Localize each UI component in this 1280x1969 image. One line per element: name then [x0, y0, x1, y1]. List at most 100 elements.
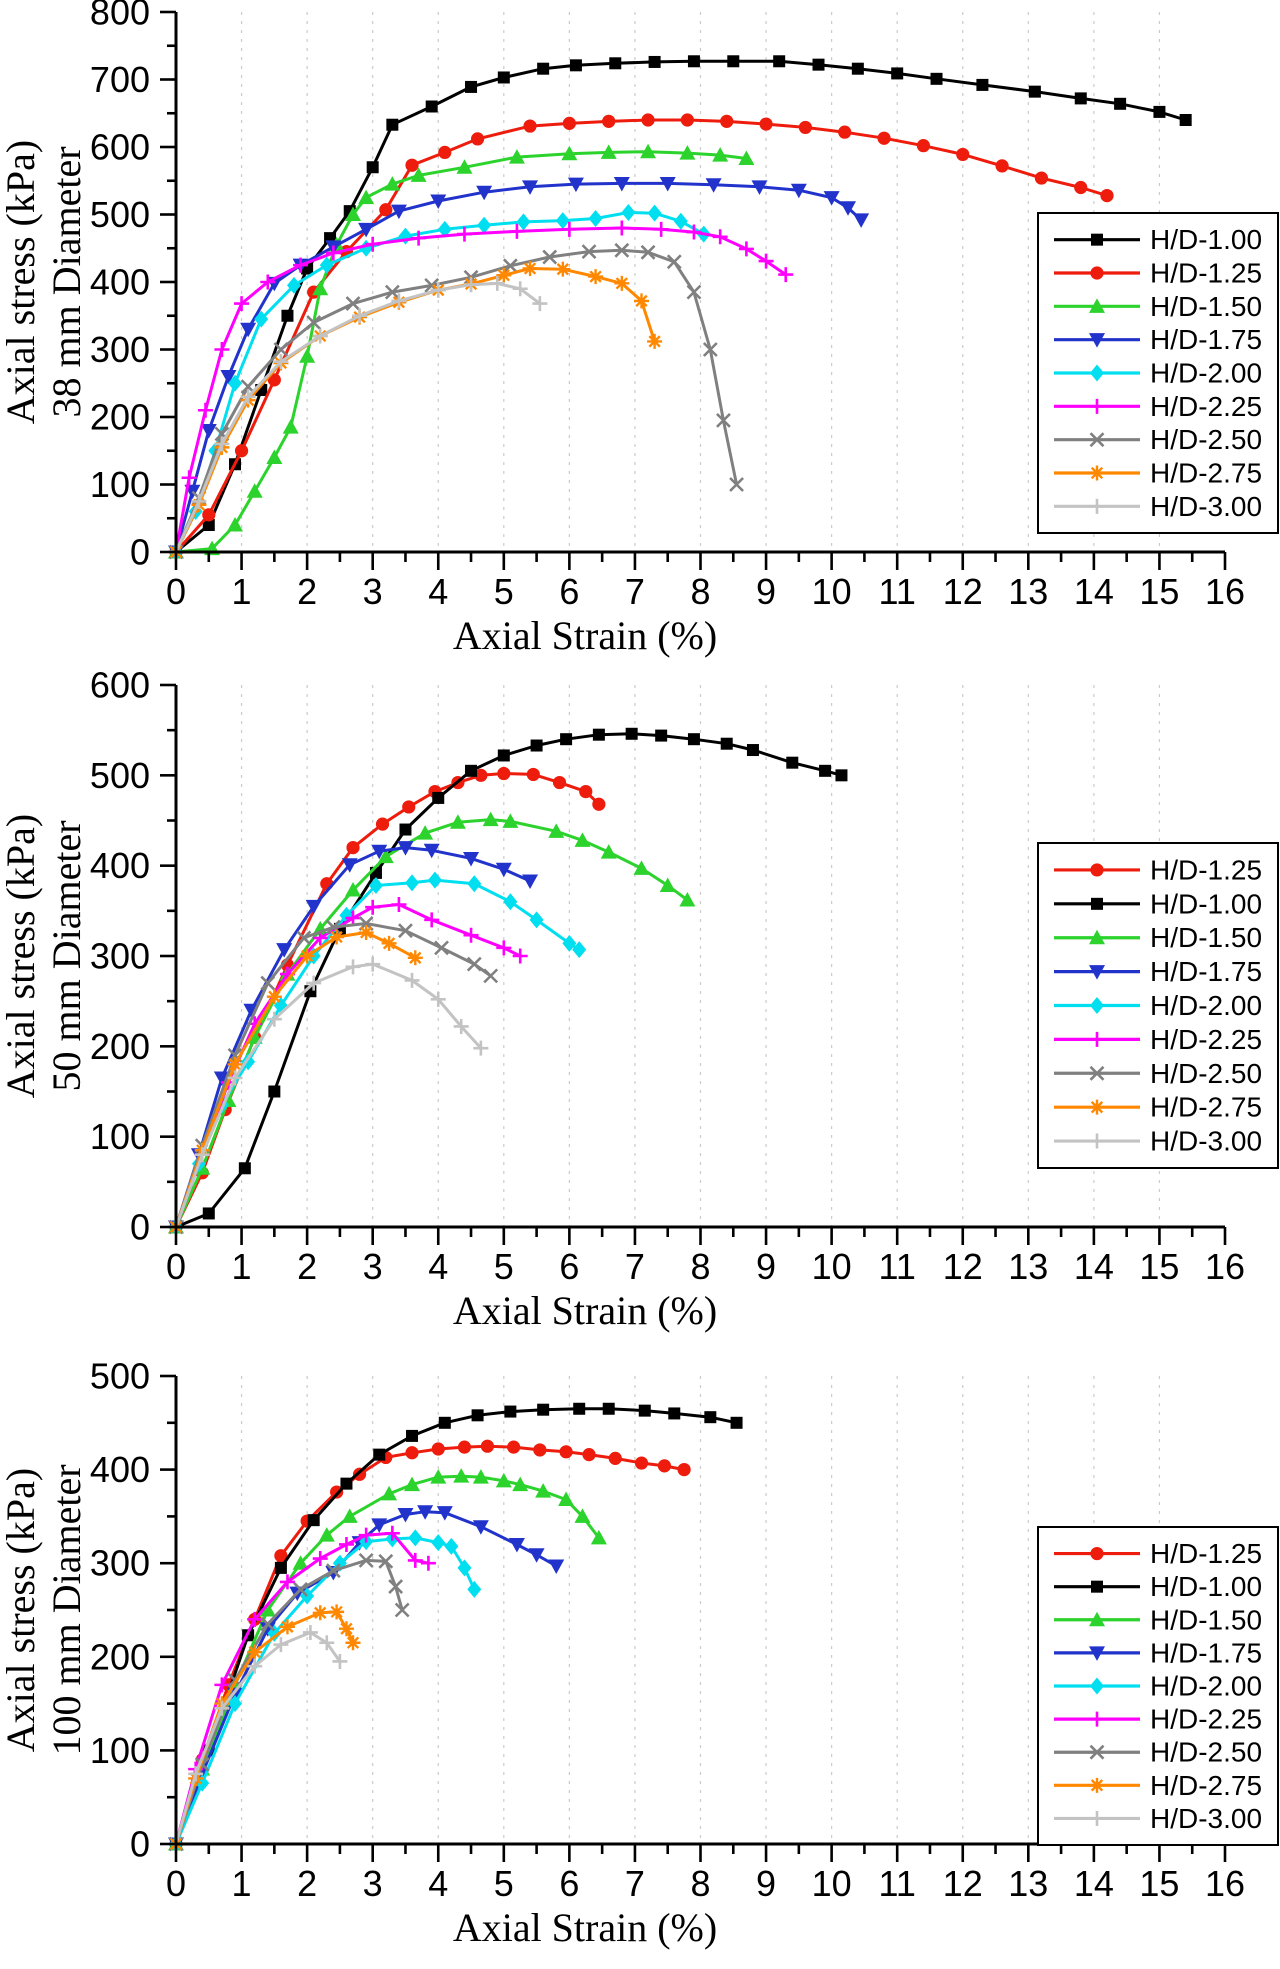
- series-marker: [312, 328, 328, 344]
- series-line-H/D-2.75: [174, 267, 657, 554]
- series-marker: [420, 1555, 436, 1571]
- series-marker: [279, 1619, 295, 1635]
- x-tick-label: 7: [625, 571, 645, 612]
- series-marker: [406, 1429, 419, 1442]
- series-marker: [496, 267, 512, 283]
- y-tick-label: 500: [90, 194, 150, 235]
- x-tick-label: 5: [494, 1246, 514, 1287]
- series-marker: [1089, 1065, 1105, 1081]
- series-marker: [573, 1402, 586, 1415]
- y-tick-label: 600: [90, 665, 150, 706]
- legend-item: H/D-2.25: [1054, 1704, 1262, 1735]
- series-marker: [463, 927, 479, 943]
- series-marker: [375, 817, 390, 831]
- y-tick-label: 0: [130, 1207, 150, 1248]
- series-marker: [1089, 1646, 1105, 1661]
- series-marker: [325, 245, 341, 261]
- series-marker: [720, 737, 733, 750]
- series-marker: [266, 449, 283, 464]
- series-marker: [621, 203, 636, 221]
- series-marker: [437, 220, 452, 238]
- x-tick-label: 4: [428, 1246, 448, 1287]
- series-H/D-2.25: [168, 897, 528, 1235]
- legend: H/D-1.00H/D-1.25H/D-1.50H/D-1.75H/D-2.00…: [1037, 212, 1279, 534]
- series-marker: [640, 143, 657, 159]
- legend-item: H/D-1.00: [1054, 1571, 1262, 1602]
- x-tick-label: 13: [1008, 1863, 1048, 1904]
- series-markers-H/D-3.00: [168, 1624, 348, 1852]
- series-markers-H/D-1.50: [168, 143, 755, 559]
- series-marker: [399, 823, 412, 836]
- series-marker: [851, 62, 864, 75]
- legend-item: H/D-2.75: [1054, 458, 1262, 489]
- series-marker: [522, 261, 538, 276]
- series-marker: [188, 1766, 204, 1782]
- series-marker: [358, 1552, 374, 1568]
- series-line-H/D-1.50: [174, 150, 748, 554]
- series-marker: [497, 71, 510, 84]
- y-tick-label: 400: [90, 1449, 150, 1490]
- series-marker: [614, 220, 630, 236]
- series-marker: [512, 281, 528, 297]
- series-marker: [548, 823, 565, 838]
- series-marker: [561, 221, 577, 237]
- series-marker: [273, 1637, 289, 1653]
- y-tick-label: 700: [90, 59, 150, 100]
- series-marker: [1089, 1810, 1105, 1826]
- series-line-H/D-1.00: [174, 732, 843, 1229]
- series-H/D-3.00: [168, 1624, 348, 1852]
- x-tick-label: 16: [1205, 571, 1245, 612]
- x-tick-label: 9: [756, 1246, 776, 1287]
- series-markers-H/D-1.75: [168, 841, 539, 1235]
- series-marker: [430, 194, 447, 209]
- series-marker: [840, 201, 857, 216]
- series-marker: [457, 1559, 472, 1577]
- series-marker: [338, 1621, 354, 1637]
- y-tick-label: 200: [90, 397, 150, 438]
- series-marker: [659, 176, 676, 192]
- series-marker: [438, 145, 452, 159]
- x-tick-label: 12: [943, 1863, 983, 1904]
- series-marker: [720, 114, 734, 128]
- series-marker: [466, 956, 482, 972]
- series-H/D-1.75: [168, 841, 539, 1235]
- series-marker: [427, 871, 442, 889]
- series-marker: [633, 860, 650, 875]
- legend-label: H/D-1.50: [1150, 1604, 1262, 1635]
- x-tick-label: 13: [1008, 1246, 1048, 1287]
- series-marker: [463, 277, 479, 293]
- series-marker: [730, 1416, 743, 1429]
- legend-item: H/D-1.25: [1054, 258, 1262, 289]
- series-marker: [716, 412, 731, 428]
- series-marker: [388, 1579, 404, 1595]
- series-marker: [436, 1506, 453, 1521]
- y-axis-title-line2: 38 mm Diameter: [44, 146, 89, 417]
- series-marker: [1089, 298, 1105, 313]
- y-tick-label: 0: [130, 532, 150, 573]
- series-marker: [668, 1407, 681, 1420]
- series-marker: [267, 373, 281, 387]
- series-marker: [408, 1529, 423, 1547]
- x-tick-label: 14: [1074, 1246, 1114, 1287]
- y-tick-label: 0: [130, 1824, 150, 1865]
- x-tick-label: 2: [297, 1246, 317, 1287]
- series-marker: [738, 241, 754, 257]
- series-marker: [798, 120, 813, 135]
- series-marker: [477, 216, 492, 234]
- series-marker: [640, 244, 656, 260]
- y-tick-label: 600: [90, 127, 150, 168]
- legend-item: H/D-3.00: [1054, 491, 1262, 522]
- series-marker: [391, 897, 407, 913]
- x-tick-label: 6: [559, 1863, 579, 1904]
- series-marker: [758, 253, 774, 269]
- series-marker: [1089, 398, 1105, 414]
- series-marker: [482, 811, 499, 827]
- series-line-H/D-1.75: [174, 846, 532, 1229]
- legend-item: H/D-2.75: [1054, 1092, 1262, 1123]
- series-marker: [238, 1162, 251, 1175]
- legend-label: H/D-1.25: [1150, 258, 1262, 289]
- series-marker: [274, 1561, 287, 1574]
- series-marker: [877, 131, 891, 145]
- series-marker: [835, 769, 848, 782]
- series-marker: [790, 183, 807, 199]
